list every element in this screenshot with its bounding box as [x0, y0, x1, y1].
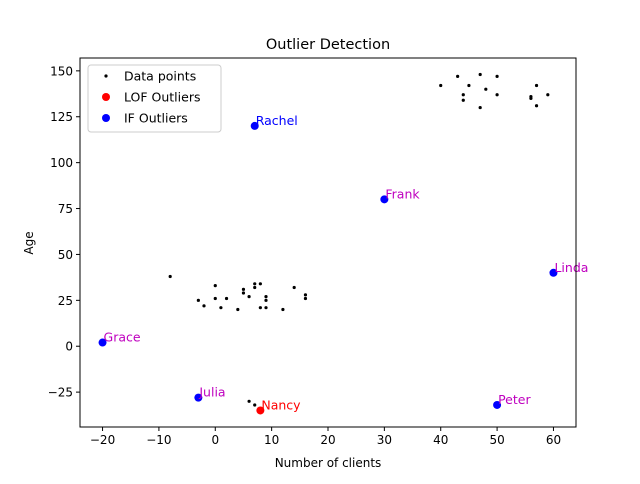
- data-point-marker: [456, 74, 460, 78]
- data-point-marker: [202, 304, 206, 308]
- data-point-marker: [236, 307, 240, 312]
- data-point-marker: [495, 74, 499, 78]
- data-point-marker: [253, 403, 257, 407]
- data-point-marker: [219, 306, 223, 310]
- data-point-marker: [264, 298, 268, 302]
- data-point-marker: [241, 287, 246, 291]
- data-point-marker: [258, 306, 262, 310]
- annotation-rachel: Rachel: [256, 113, 298, 128]
- data-point-marker: [292, 285, 296, 290]
- data-point-marker: [529, 96, 533, 100]
- y-tick-label: 0: [65, 340, 73, 354]
- data-point-marker: [264, 295, 268, 299]
- data-point-marker: [461, 93, 465, 97]
- legend-label-if-outliers: IF Outliers: [124, 111, 188, 126]
- data-point-marker: [213, 284, 217, 288]
- if-outlier-marker: [194, 393, 203, 402]
- x-tick-label: 10: [264, 433, 279, 447]
- data-point-marker: [213, 296, 217, 301]
- annotation-peter: Peter: [498, 392, 531, 407]
- if-outlier-marker: [380, 195, 389, 204]
- legend-marker-data-points: [104, 74, 108, 78]
- data-point-marker: [196, 298, 200, 302]
- annotation-julia: Julia: [198, 385, 225, 400]
- x-tick-label: 50: [489, 433, 504, 447]
- if-outlier-marker: [549, 268, 558, 277]
- data-point-marker: [534, 83, 539, 88]
- data-point-marker: [241, 291, 246, 295]
- y-tick-label: 25: [58, 294, 73, 308]
- y-tick-label: 150: [50, 64, 73, 78]
- plot-area: Rachel Frank Linda Grace Julia Peter Nancy −20 −…: [48, 57, 588, 447]
- data-point-marker: [439, 83, 443, 88]
- annotation-nancy: Nancy: [261, 397, 301, 412]
- if-outlier-marker: [250, 121, 259, 130]
- data-point-marker: [461, 98, 465, 102]
- chart-title: Outlier Detection: [266, 37, 390, 53]
- x-tick-label: 0: [211, 433, 219, 447]
- data-point-marker: [467, 83, 471, 88]
- data-point-marker: [534, 104, 539, 108]
- data-point-marker: [478, 105, 482, 110]
- annotation-linda: Linda: [554, 260, 588, 275]
- y-tick-label: 75: [58, 202, 73, 216]
- x-tick-label: −10: [146, 433, 171, 447]
- data-point-marker: [303, 296, 308, 301]
- data-point-marker: [247, 399, 251, 403]
- annotation-frank: Frank: [385, 186, 420, 201]
- x-tick-label: 20: [320, 433, 335, 447]
- legend-label-data-points: Data points: [124, 69, 196, 84]
- x-tick-label: 40: [433, 433, 448, 447]
- data-point-marker: [253, 285, 257, 290]
- legend-marker-if-outliers: [102, 114, 110, 122]
- data-point-marker: [495, 93, 499, 97]
- if-outlier-marker: [98, 338, 107, 347]
- annotation-grace: Grace: [104, 330, 141, 345]
- x-tick-label: −20: [90, 433, 115, 447]
- data-point-marker: [247, 295, 251, 299]
- data-point-marker: [478, 72, 482, 77]
- y-tick-label: 100: [50, 156, 73, 170]
- if-outlier-marker: [493, 400, 502, 409]
- data-point-marker: [258, 282, 262, 286]
- data-point-marker: [303, 293, 308, 297]
- data-point-marker: [168, 274, 172, 279]
- y-axis-label: Age: [22, 231, 36, 254]
- data-point-marker: [281, 307, 285, 312]
- x-tick-label: 30: [377, 433, 392, 447]
- data-point-marker: [224, 296, 229, 301]
- y-tick-label: −25: [48, 386, 73, 400]
- legend-label-lof-outliers: LOF Outliers: [124, 90, 200, 105]
- legend-box: [87, 64, 222, 133]
- x-axis-label: Number of clients: [275, 456, 382, 470]
- y-tick-label: 50: [58, 248, 73, 262]
- x-tick-label: 60: [546, 433, 561, 447]
- legend-marker-lof-outliers: [102, 93, 110, 101]
- data-point-marker: [253, 282, 257, 286]
- data-point-marker: [484, 87, 488, 91]
- y-tick-label: 125: [50, 110, 73, 124]
- data-point-marker: [546, 93, 550, 97]
- lof-outlier-marker: [256, 406, 265, 415]
- data-point-marker: [264, 306, 268, 310]
